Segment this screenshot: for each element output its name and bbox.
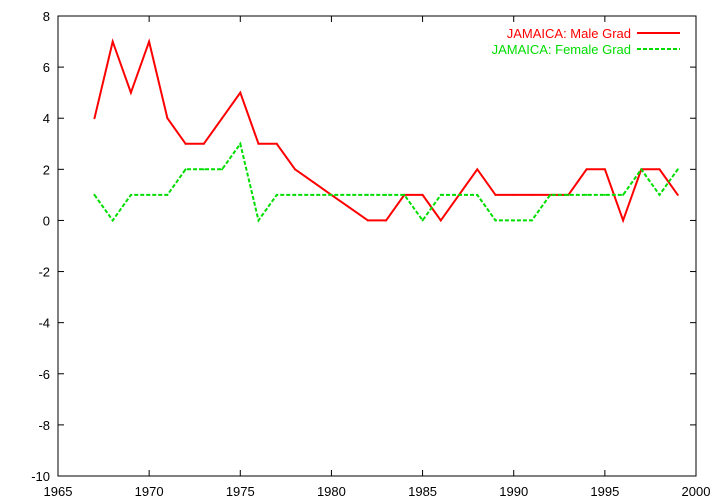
- data-point: [585, 193, 588, 196]
- legend-label: JAMAICA: Male Grad: [507, 26, 631, 41]
- data-point: [385, 193, 388, 196]
- y-tick-label: -8: [38, 418, 50, 433]
- data-point: [530, 219, 533, 222]
- data-point: [257, 219, 260, 222]
- data-point: [658, 168, 661, 171]
- data-point: [221, 168, 224, 171]
- data-point: [385, 219, 388, 222]
- data-point: [403, 193, 406, 196]
- data-point: [512, 193, 515, 196]
- data-point: [293, 168, 296, 171]
- y-tick-label: -6: [38, 367, 50, 382]
- data-point: [421, 219, 424, 222]
- data-point: [148, 193, 151, 196]
- x-tick-label: 1975: [226, 484, 255, 499]
- y-axis: -10 -8 -6 -4 -2 0 2 4 6 8: [31, 9, 696, 484]
- series-line-female-grad: [93, 141, 679, 223]
- data-point: [275, 142, 278, 145]
- y-tick-label: 6: [43, 60, 50, 75]
- data-point: [676, 168, 679, 171]
- data-point: [476, 193, 479, 196]
- y-tick-label: 0: [43, 213, 50, 228]
- y-tick-label: -4: [38, 316, 50, 331]
- data-point: [166, 193, 169, 196]
- x-tick-label: 1980: [317, 484, 346, 499]
- data-point: [494, 193, 497, 196]
- data-point: [184, 142, 187, 145]
- data-point: [494, 219, 497, 222]
- data-point: [458, 193, 461, 196]
- data-point: [439, 219, 442, 222]
- data-point: [676, 193, 679, 196]
- legend-label: JAMAICA: Female Grad: [492, 42, 631, 57]
- y-tick-label: 4: [43, 111, 50, 126]
- data-point: [640, 168, 643, 171]
- data-point: [111, 40, 114, 43]
- plot-frame: [57, 15, 697, 477]
- data-point: [93, 117, 96, 120]
- data-point: [166, 117, 169, 120]
- y-tick-label: -10: [31, 469, 50, 484]
- data-point: [202, 142, 205, 145]
- data-point: [603, 168, 606, 171]
- data-point: [184, 168, 187, 171]
- data-point: [530, 193, 533, 196]
- data-point: [658, 193, 661, 196]
- x-tick-label: 2000: [682, 484, 711, 499]
- y-tick-label: 2: [43, 162, 50, 177]
- data-point: [603, 193, 606, 196]
- data-point: [129, 91, 132, 94]
- x-axis: 1965 1970 1975 1980 1985 1990 1995 2000: [44, 16, 711, 499]
- y-tick-label: -2: [38, 265, 50, 280]
- data-point: [421, 193, 424, 196]
- data-point: [312, 193, 315, 196]
- x-tick-label: 1995: [590, 484, 619, 499]
- y-tick-label: 8: [43, 9, 50, 24]
- data-point: [257, 142, 260, 145]
- data-point: [239, 91, 242, 94]
- data-point: [585, 168, 588, 171]
- data-point: [275, 193, 278, 196]
- data-point: [366, 193, 369, 196]
- data-point: [202, 168, 205, 171]
- data-point: [330, 193, 333, 196]
- data-point: [439, 193, 442, 196]
- x-tick-label: 1990: [499, 484, 528, 499]
- data-point: [129, 193, 132, 196]
- data-point: [622, 219, 625, 222]
- data-point: [239, 142, 242, 145]
- data-point: [476, 168, 479, 171]
- data-point: [622, 193, 625, 196]
- series-layer: [93, 38, 679, 224]
- data-point: [549, 193, 552, 196]
- data-point: [348, 193, 351, 196]
- data-point: [221, 117, 224, 120]
- data-point: [111, 219, 114, 222]
- x-tick-label: 1970: [135, 484, 164, 499]
- data-point: [567, 193, 570, 196]
- data-point: [312, 181, 315, 184]
- data-point: [366, 219, 369, 222]
- x-tick-label: 1965: [44, 484, 73, 499]
- data-point: [348, 206, 351, 209]
- series-line-male-grad: [93, 38, 679, 224]
- data-point: [293, 193, 296, 196]
- data-point: [93, 193, 96, 196]
- x-tick-label: 1985: [408, 484, 437, 499]
- data-point: [512, 219, 515, 222]
- data-point: [148, 40, 151, 43]
